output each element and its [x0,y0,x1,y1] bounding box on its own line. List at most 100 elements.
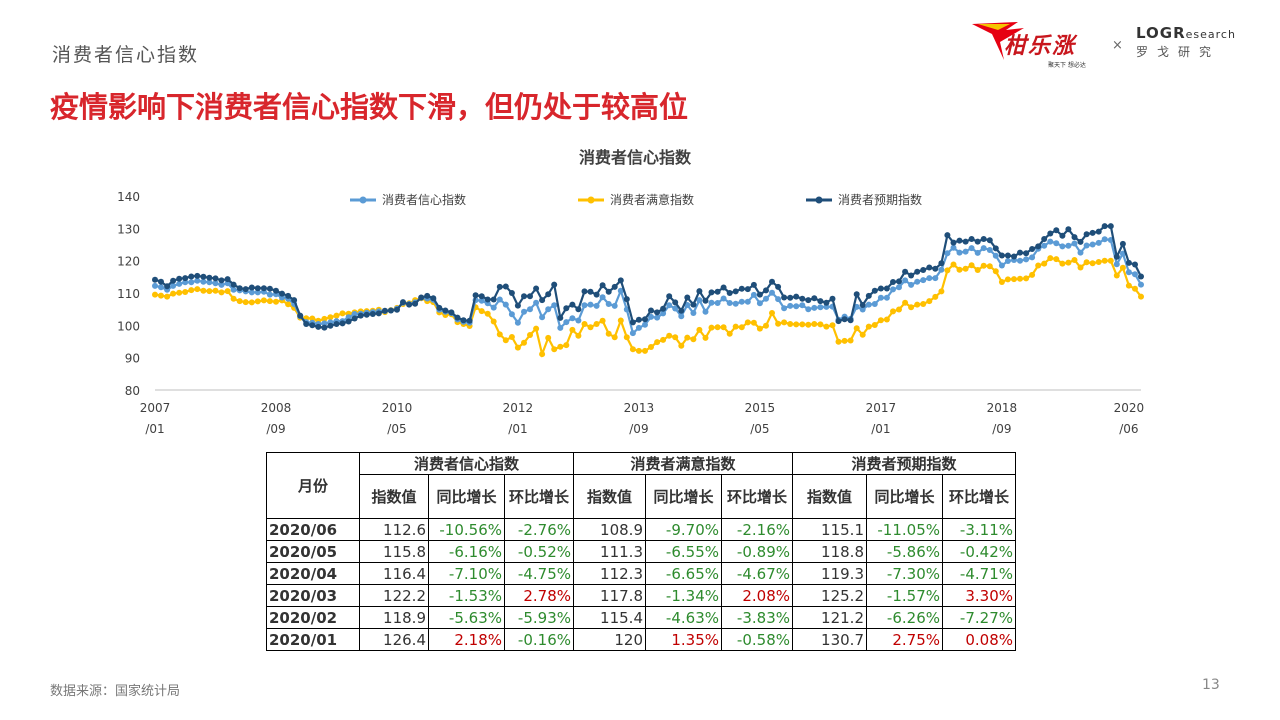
data-point [212,280,219,287]
table-cell: -5.93% [504,606,574,629]
legend-label: 消费者满意指数 [610,192,694,207]
data-point [200,273,207,280]
data-point [1125,259,1132,266]
data-point [672,299,679,306]
data-point [666,293,673,300]
chart-title: 消费者信心指数 [579,148,692,167]
table-row: 2020/02 118.9 -5.63% -5.93% 115.4 -4.63% -3.83… [266,606,1016,629]
data-point [188,287,195,294]
data-point [1029,271,1036,278]
data-point [1047,255,1054,262]
data-point [896,306,902,313]
data-point [841,316,848,323]
data-point [182,289,189,295]
data-point [720,284,727,291]
data-point [418,294,425,301]
data-point [212,275,219,282]
data-point [835,318,842,325]
data-point [224,288,231,295]
table-cell: -0.42% [942,540,1016,563]
data-point [260,297,267,304]
data-point [775,283,782,290]
data-point [1119,240,1126,247]
subheader-0-0: 指数值 [359,474,429,519]
x-tick-label: /01 [871,422,890,436]
data-point [1041,236,1048,242]
group-header-expectation: 消费者预期指数 [792,452,1016,475]
data-point [817,304,824,311]
research-logo-main: LOGR [1136,24,1186,42]
data-point [581,321,588,327]
data-point [1017,257,1023,264]
data-point [877,285,884,292]
data-point [1023,256,1030,263]
data-point [696,297,703,304]
data-point [339,310,346,317]
data-point [629,330,636,337]
page-number: 13 [1202,677,1220,693]
data-point [914,268,921,275]
data-point [1041,260,1048,267]
data-point [781,305,788,312]
table-cell: 120 [573,628,646,651]
y-tick-label: 130 [117,222,140,236]
data-point [859,302,866,308]
data-point [1011,276,1017,283]
data-point [593,321,600,327]
data-point [248,299,255,306]
data-point [986,247,993,253]
data-point [266,291,273,298]
data-point [920,267,927,273]
data-point [726,290,733,296]
data-point [194,277,201,284]
data-point [623,334,630,341]
data-point [164,283,171,290]
data-point [890,308,896,315]
data-point [829,295,836,302]
data-point [1077,264,1084,271]
data-point [514,319,521,326]
data-point [1053,256,1060,263]
data-point [1017,249,1023,256]
data-point [557,343,564,350]
data-point [527,332,533,338]
data-point [484,310,491,317]
data-point [327,322,334,329]
data-point [1132,285,1138,292]
data-point [732,300,739,307]
data-point [871,301,878,307]
data-point [587,324,594,331]
table-cell: -7.27% [942,606,1016,629]
data-point [345,314,352,321]
data-point [865,323,872,330]
data-point [1101,236,1108,243]
row-month: 2020/05 [266,540,360,563]
data-point [623,296,630,303]
table-cell: -1.34% [645,584,722,607]
data-point [986,263,993,270]
data-point [236,298,243,305]
data-point [400,299,406,306]
data-point [1083,259,1090,266]
table-row: 2020/01 126.4 2.18% -0.16% 120 1.35% -0.58% 130… [266,628,1016,651]
x-tick-label: /01 [508,422,527,436]
data-point [696,326,703,333]
data-point [242,299,249,306]
data-point [321,315,328,322]
data-point [460,317,467,324]
data-point [714,300,721,306]
y-tick-label: 140 [117,190,140,204]
data-point [1047,238,1054,245]
data-point [1053,227,1060,234]
data-point [690,310,697,316]
data-point [206,288,213,295]
x-tick-label: 2015 [745,401,776,415]
data-point [599,294,606,301]
data-point [170,282,177,289]
data-point [883,294,890,301]
data-point [539,351,546,358]
data-point [218,277,225,284]
data-point [1113,253,1120,260]
table-cell: -3.11% [942,518,1016,541]
data-point [285,301,292,308]
